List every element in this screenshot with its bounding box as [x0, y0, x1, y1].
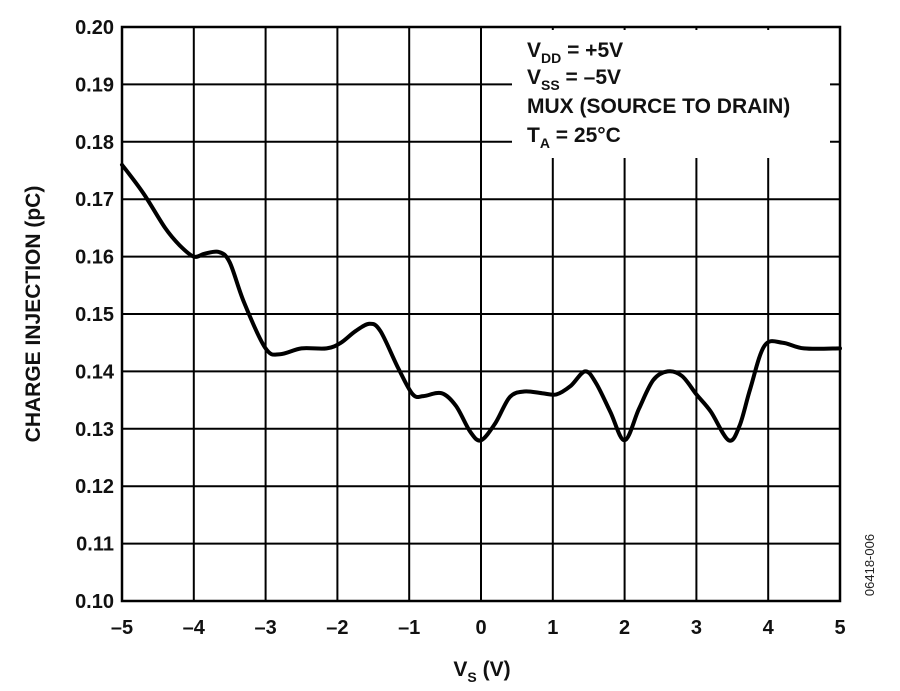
x-tick-labels: –5 –4 –3 –2 –1 0 1 2 3 4 5	[111, 617, 846, 639]
x-tick-label: 3	[691, 617, 702, 639]
plot-frame	[120, 25, 842, 603]
x-tick-label: 4	[763, 617, 775, 639]
series-line	[120, 162, 842, 443]
y-tick-label: 0.19	[75, 74, 114, 96]
annotation-vdd: VDD = +5V	[527, 39, 623, 66]
annotation-ta: TA = 25°C	[527, 124, 621, 151]
x-tick-label: 1	[547, 617, 558, 639]
annotation-block: VDD = +5V VSS = –5V MUX (SOURCE TO DRAIN…	[527, 39, 790, 151]
annotation-mux: MUX (SOURCE TO DRAIN)	[527, 95, 790, 118]
y-tick-label: 0.20	[75, 17, 114, 39]
y-tick-label: 0.13	[75, 419, 114, 441]
x-tick-label: 5	[834, 617, 845, 639]
x-tick-label: –4	[183, 617, 206, 639]
y-axis-title: CHARGE INJECTION (pC)	[22, 186, 45, 443]
y-tick-label: 0.14	[75, 361, 115, 383]
x-tick-label: –1	[398, 617, 420, 639]
x-axis-title: VS (V)	[453, 658, 510, 685]
y-tick-label: 0.15	[75, 304, 114, 326]
y-tick-labels: 0.10 0.11 0.12 0.13 0.14 0.15 0.16 0.17 0.18 0.19…	[75, 17, 115, 613]
y-tick-label: 0.16	[75, 247, 114, 269]
x-tick-label: 2	[619, 617, 630, 639]
y-tick-label: 0.12	[75, 476, 114, 498]
x-tick-label: –5	[111, 617, 133, 639]
x-tick-label: 0	[475, 617, 486, 639]
annotation-vss: VSS = –5V	[527, 66, 621, 93]
x-tick-label: –2	[326, 617, 348, 639]
x-tick-label: –3	[254, 617, 276, 639]
y-tick-label: 0.10	[75, 591, 114, 613]
annotation-background	[512, 30, 830, 158]
y-tick-label: 0.11	[76, 534, 114, 556]
figure-id: 06418-006	[862, 534, 877, 596]
y-tick-label: 0.18	[75, 132, 114, 154]
y-tick-label: 0.17	[75, 189, 114, 211]
